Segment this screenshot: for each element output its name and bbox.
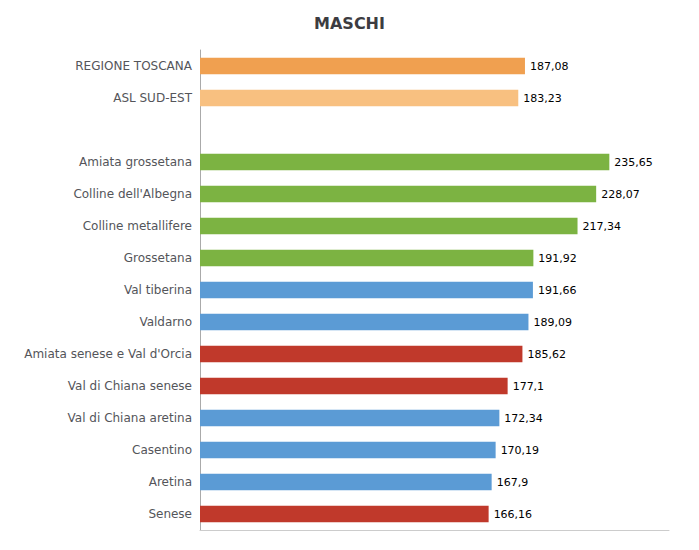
svg-text:Grossetana: Grossetana	[124, 251, 192, 265]
svg-text:191,66: 191,66	[538, 284, 577, 297]
svg-text:ASL SUD-EST: ASL SUD-EST	[113, 91, 192, 105]
svg-text:Casentino: Casentino	[132, 443, 192, 457]
svg-text:Colline dell'Albegna: Colline dell'Albegna	[73, 187, 192, 201]
svg-text:Val di Chiana aretina: Val di Chiana aretina	[68, 411, 192, 425]
svg-text:Amiata senese e Val d'Orcia: Amiata senese e Val d'Orcia	[24, 347, 192, 361]
svg-text:172,34: 172,34	[504, 412, 542, 425]
svg-text:228,07: 228,07	[601, 188, 640, 201]
svg-text:183,23: 183,23	[523, 92, 562, 105]
svg-text:170,19: 170,19	[501, 444, 540, 457]
svg-text:Colline metallifere: Colline metallifere	[83, 219, 192, 233]
svg-text:167,9: 167,9	[497, 476, 529, 489]
svg-text:Senese: Senese	[148, 507, 192, 521]
svg-text:189,09: 189,09	[533, 316, 572, 329]
svg-text:MASCHI: MASCHI	[314, 14, 385, 33]
svg-text:REGIONE TOSCANA: REGIONE TOSCANA	[75, 59, 193, 73]
svg-text:Val tiberina: Val tiberina	[124, 283, 192, 297]
svg-text:Amiata grossetana: Amiata grossetana	[79, 155, 192, 169]
svg-text:187,08: 187,08	[530, 60, 569, 73]
svg-text:Valdarno: Valdarno	[139, 315, 192, 329]
svg-text:185,62: 185,62	[527, 348, 566, 361]
svg-text:166,16: 166,16	[494, 508, 533, 521]
svg-text:Aretina: Aretina	[149, 475, 192, 489]
svg-text:235,65: 235,65	[614, 156, 653, 169]
svg-text:Val di Chiana senese: Val di Chiana senese	[68, 379, 192, 393]
svg-text:191,92: 191,92	[538, 252, 577, 265]
svg-text:177,1: 177,1	[513, 380, 545, 393]
svg-text:217,34: 217,34	[583, 220, 622, 233]
